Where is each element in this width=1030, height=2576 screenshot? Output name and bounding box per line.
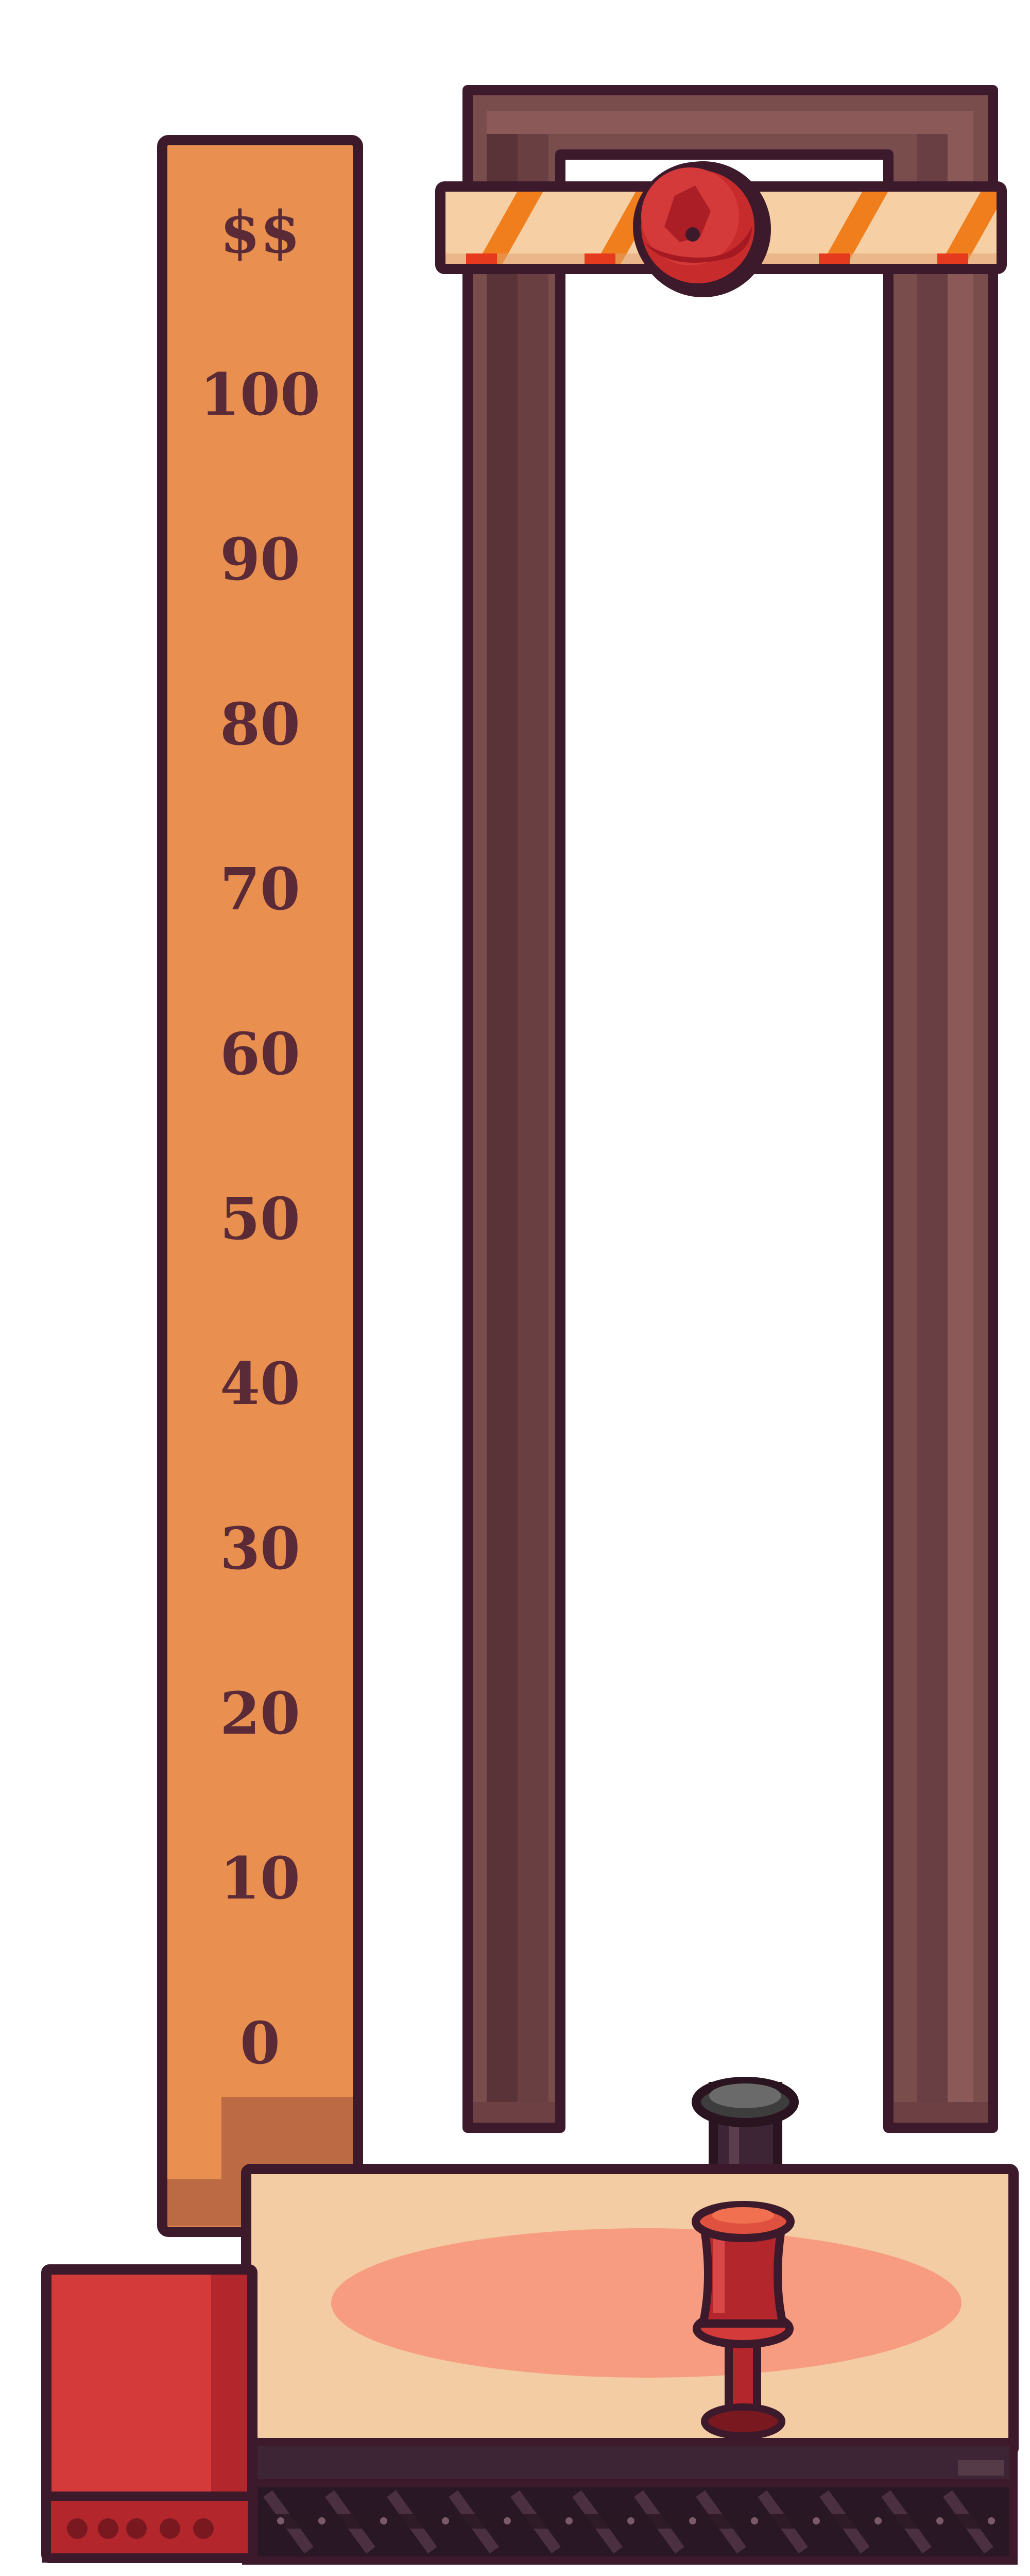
scale-label-100: 100 — [200, 361, 320, 429]
scale-label-30: 30 — [220, 1515, 300, 1583]
scale-label-top: $$ — [220, 199, 300, 266]
crate-dots — [67, 2518, 214, 2539]
scale-label-20: 20 — [220, 1680, 300, 1748]
scale-label-50: 50 — [220, 1185, 300, 1253]
base-platform — [241, 2164, 1019, 2565]
scale-label-70: 70 — [220, 856, 300, 923]
red-crate — [41, 2264, 258, 2563]
scale-label-80: 80 — [220, 691, 300, 758]
scale-label-40: 40 — [220, 1350, 300, 1418]
scale-label-60: 60 — [220, 1021, 300, 1088]
tower-frame — [462, 85, 998, 2133]
scale-labels: $$ 100 90 80 70 60 50 40 30 20 10 0 — [200, 199, 320, 2077]
base-rivets — [277, 2517, 995, 2524]
scale-label-90: 90 — [220, 526, 300, 594]
scale-label-10: 10 — [220, 1845, 300, 1912]
bell-icon — [633, 161, 771, 297]
score-scale-board: $$ 100 90 80 70 60 50 40 30 20 10 0 — [157, 135, 363, 2237]
scale-label-0: 0 — [240, 2010, 280, 2077]
strike-target[interactable] — [331, 2228, 962, 2378]
puck-icon[interactable] — [692, 2201, 795, 2439]
